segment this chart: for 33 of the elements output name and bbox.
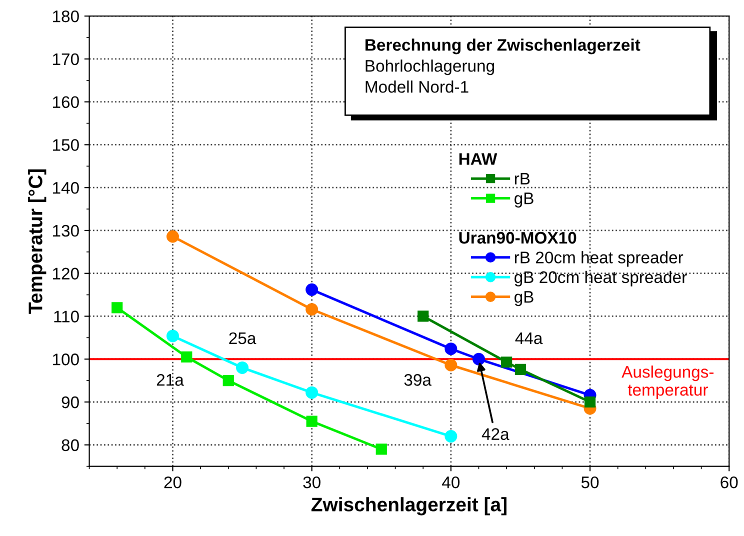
legend-label: gB 20cm heat spreader (514, 270, 687, 286)
x-tick-label: 30 (303, 476, 320, 488)
annotation: Uran90-MOX10 (459, 232, 576, 244)
y-tick-label: 150 (53, 139, 79, 151)
y-tick-label: 180 (53, 10, 79, 22)
y-tick-label: 80 (62, 439, 79, 452)
y-tick-label: 120 (53, 268, 79, 280)
legend-label: gB (514, 192, 534, 208)
annotation: 39a (404, 374, 432, 386)
annotation: HAW (459, 153, 498, 165)
y-tick-label: 90 (62, 396, 79, 408)
y-tick-label: 110 (54, 310, 79, 322)
x-tick-label: 60 (720, 476, 738, 488)
x-tick-label: 50 (581, 476, 599, 488)
annotation: 21a (156, 374, 184, 386)
annotation: 25a (229, 332, 256, 344)
x-tick-label: 20 (164, 476, 182, 488)
y-tick-label: 160 (53, 96, 79, 108)
y-tick-label: 140 (53, 182, 79, 194)
y-tick-label: 170 (53, 53, 79, 66)
legend-label: gB (514, 291, 534, 306)
annotation: 44a (515, 332, 543, 344)
legend-label: rB 20cm heat spreader (514, 251, 684, 267)
x-tick-label: 40 (442, 476, 460, 488)
y-axis-title: Temperatur [°C] (28, 169, 46, 314)
legend-label: rB (514, 172, 530, 184)
ref-line-label: Auslegungs- temperatur (622, 366, 714, 400)
annotation: 42a (482, 428, 510, 440)
text: Bohrlochlagerung Modell Nord-1 (366, 60, 494, 93)
x-axis-title: Zwischenlagerzeit [a] (311, 497, 506, 516)
y-tick-label: 100 (53, 354, 79, 366)
text: Berechnung der Zwischenlagerzeit (366, 38, 640, 54)
y-tick-label: 130 (53, 224, 79, 237)
